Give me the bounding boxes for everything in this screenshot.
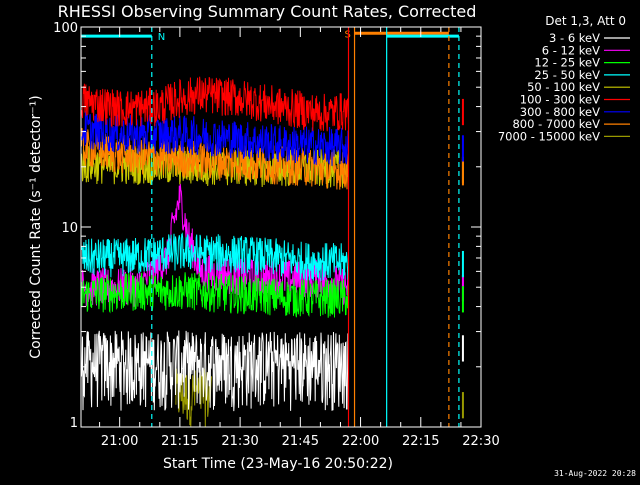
legend-label: 25 - 50 keV	[534, 68, 600, 82]
x-tick-label: 22:00	[342, 434, 379, 449]
legend-label: 12 - 25 keV	[534, 56, 600, 70]
legend-label: 3 - 6 keV	[549, 31, 600, 45]
y-tick-label: 100	[53, 21, 78, 36]
legend-label: 800 - 7000 keV	[512, 117, 600, 131]
legend-title: Det 1,3, Att 0	[545, 14, 626, 28]
legend-label: 100 - 300 keV	[520, 93, 600, 107]
series-line	[81, 232, 349, 282]
series-line	[81, 330, 349, 412]
y-tick-label: 1	[70, 416, 78, 431]
x-tick-label: 22:15	[402, 434, 439, 449]
x-axis: 21:00 21:15 21:30 21:45 22:00 22:15 22:30	[99, 27, 500, 449]
legend-label: 6 - 12 keV	[542, 43, 600, 57]
x-tick-label: 21:00	[101, 434, 138, 449]
plot-area	[81, 76, 464, 427]
y-axis-label: Corrected Count Rate (s⁻¹ detector⁻¹)	[28, 95, 44, 358]
x-tick-label: 21:30	[221, 434, 258, 449]
series-line	[81, 110, 349, 166]
series-line	[81, 128, 349, 190]
series-line	[81, 76, 349, 132]
legend-label: 7000 - 15000 keV	[498, 129, 600, 143]
x-axis-label: Start Time (23-May-16 20:50:22)	[163, 456, 393, 472]
footer-date: 31-Aug-2022 20:28	[554, 469, 636, 478]
annotation-label: N	[158, 32, 165, 43]
series-line	[175, 368, 212, 427]
chart-title: RHESSI Observing Summary Count Rates, Co…	[58, 2, 477, 21]
annotation-label: S	[345, 29, 351, 40]
x-tick-label: 22:30	[462, 434, 499, 449]
series-line	[81, 272, 349, 318]
y-tick-label: 10	[61, 221, 78, 236]
x-tick-label: 21:15	[161, 434, 198, 449]
legend-label: 50 - 100 keV	[527, 80, 600, 94]
x-tick-label: 21:45	[282, 434, 319, 449]
y-axis: 1 10 100	[53, 21, 481, 431]
legend-label: 300 - 800 keV	[520, 105, 600, 119]
